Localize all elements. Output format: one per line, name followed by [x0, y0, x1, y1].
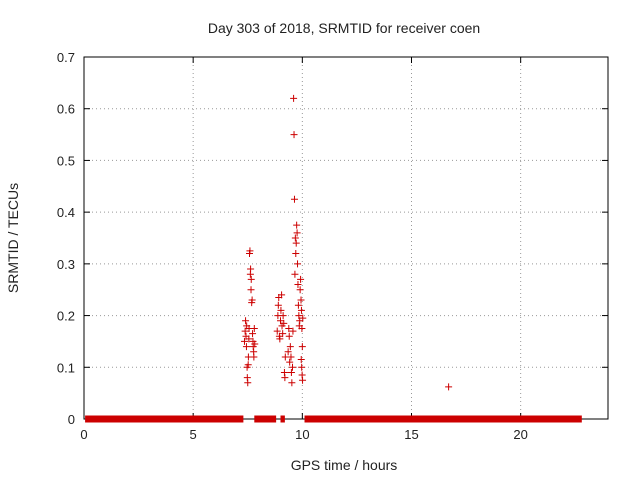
- baseline-segment: [85, 415, 244, 423]
- baseline-segment: [280, 415, 285, 423]
- data-point: [250, 325, 258, 332]
- data-point: [296, 286, 304, 294]
- data-point: [287, 368, 295, 376]
- y-tick-label: 0.1: [57, 360, 75, 375]
- data-point: [248, 296, 256, 304]
- y-axis-label: SRMTID / TECUs: [5, 183, 21, 293]
- data-point: [293, 221, 301, 229]
- x-tick-label: 15: [404, 427, 418, 442]
- data-point: [292, 250, 300, 258]
- data-point: [246, 247, 254, 255]
- data-point: [287, 353, 295, 361]
- data-point: [285, 325, 293, 332]
- data-point: [299, 314, 307, 322]
- data-point: [298, 343, 306, 351]
- x-axis-label: GPS time / hours: [291, 457, 398, 473]
- data-point: [298, 325, 306, 332]
- baseline-markers: [85, 415, 582, 423]
- y-tick-label: 0.4: [57, 205, 75, 220]
- y-tick-label: 0.2: [57, 309, 75, 324]
- data-point: [290, 195, 298, 203]
- data-point: [292, 239, 300, 247]
- data-point: [297, 296, 305, 304]
- data-point: [294, 301, 302, 309]
- data-point: [445, 383, 453, 391]
- data-point: [241, 327, 249, 335]
- data-point: [290, 131, 298, 139]
- data-point: [273, 327, 281, 335]
- data-point: [286, 343, 294, 351]
- y-tick-label: 0.5: [57, 153, 75, 168]
- data-point: [251, 340, 259, 348]
- data-point: [294, 260, 302, 268]
- data-point: [279, 330, 287, 338]
- y-tick-label: 0: [68, 412, 75, 427]
- data-point: [279, 312, 287, 320]
- data-point: [288, 379, 296, 387]
- data-point: [250, 353, 258, 361]
- data-point: [299, 376, 307, 384]
- data-point: [242, 343, 250, 351]
- baseline-segment: [304, 415, 582, 423]
- axis-ticks: 0 5 10 15 20 0 0.1 0.2 0.3 0.4 0.5 0.6 0.7: [57, 50, 608, 442]
- x-tick-label: 5: [190, 427, 197, 442]
- x-tick-label: 20: [513, 427, 527, 442]
- data-point: [242, 317, 250, 325]
- data-point: [277, 306, 285, 314]
- data-point: [297, 275, 305, 283]
- data-point: [286, 358, 294, 366]
- data-point: [295, 312, 303, 320]
- data-point: [284, 348, 292, 356]
- baseline-segment: [254, 415, 277, 423]
- data-point: [247, 265, 255, 273]
- data-point: [291, 234, 299, 242]
- chart-title: Day 303 of 2018, SRMTID for receiver coe…: [208, 20, 480, 36]
- data-point: [278, 291, 286, 299]
- data-point: [244, 361, 252, 369]
- y-tick-label: 0.7: [57, 50, 75, 65]
- data-point: [290, 94, 298, 102]
- data-point: [247, 275, 255, 283]
- data-point: [247, 286, 255, 294]
- data-point: [245, 335, 253, 343]
- y-tick-label: 0.3: [57, 257, 75, 272]
- data-point: [297, 356, 305, 364]
- data-point: [289, 363, 297, 371]
- data-point: [280, 319, 288, 327]
- data-point: [294, 281, 302, 289]
- data-point: [291, 270, 299, 278]
- data-point: [240, 337, 248, 345]
- y-tick-label: 0.6: [57, 102, 75, 117]
- data-point: [276, 335, 284, 343]
- x-tick-label: 0: [80, 427, 87, 442]
- data-point: [244, 379, 252, 387]
- plot-border: [83, 56, 609, 420]
- x-tick-label: 10: [295, 427, 309, 442]
- data-point: [297, 306, 305, 314]
- data-point: [289, 327, 297, 335]
- data-point: [274, 301, 282, 309]
- data-point: [298, 363, 306, 371]
- grid-lines: [84, 57, 608, 419]
- data-point: [293, 229, 301, 237]
- data-point: [281, 374, 289, 382]
- data-point: [249, 330, 257, 338]
- data-point: [285, 332, 293, 340]
- data-points: [240, 94, 453, 391]
